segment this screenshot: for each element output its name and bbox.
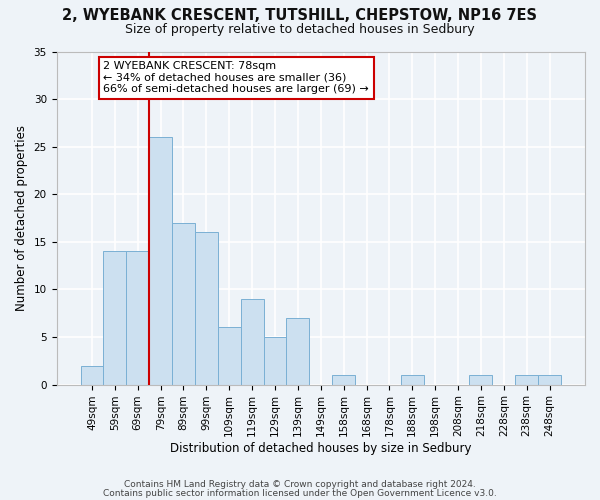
Bar [195,232,218,384]
Text: 2, WYEBANK CRESCENT, TUTSHILL, CHEPSTOW, NP16 7ES: 2, WYEBANK CRESCENT, TUTSHILL, CHEPSTOW,… [62,8,538,22]
Bar [401,375,424,384]
Text: 2 WYEBANK CRESCENT: 78sqm
← 34% of detached houses are smaller (36)
66% of semi-: 2 WYEBANK CRESCENT: 78sqm ← 34% of detac… [103,61,369,94]
Bar [332,375,355,384]
Bar [103,252,127,384]
X-axis label: Distribution of detached houses by size in Sedbury: Distribution of detached houses by size … [170,442,472,455]
Text: Contains HM Land Registry data © Crown copyright and database right 2024.: Contains HM Land Registry data © Crown c… [124,480,476,489]
Bar [149,137,172,384]
Bar [172,223,195,384]
Bar [538,375,561,384]
Y-axis label: Number of detached properties: Number of detached properties [15,125,28,311]
Bar [286,318,310,384]
Text: Contains public sector information licensed under the Open Government Licence v3: Contains public sector information licen… [103,488,497,498]
Bar [127,252,149,384]
Bar [515,375,538,384]
Text: Size of property relative to detached houses in Sedbury: Size of property relative to detached ho… [125,22,475,36]
Bar [241,299,263,384]
Bar [263,337,286,384]
Bar [218,328,241,384]
Bar [469,375,493,384]
Bar [80,366,103,384]
